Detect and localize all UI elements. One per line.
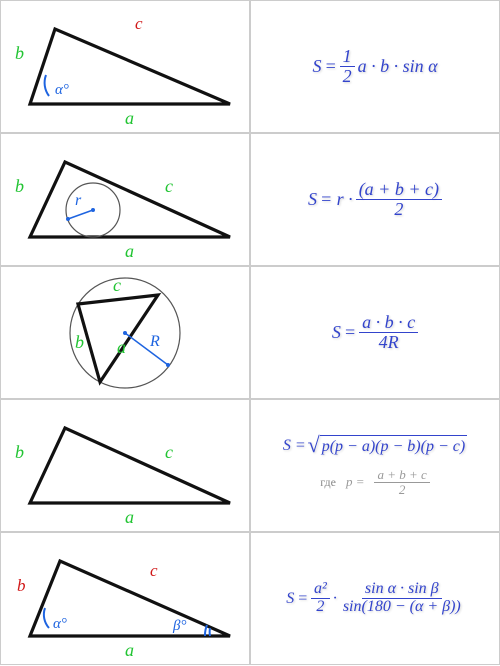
svg-text:c: c bbox=[165, 176, 173, 196]
formula-row3: S = a · b · c 4R bbox=[250, 266, 500, 399]
diagram-row2: b c a r bbox=[0, 133, 250, 266]
formula-table: b c a α° S = 1 2 a · b · sin α b c a r bbox=[0, 0, 500, 665]
frac-abc4r: a · b · c 4R bbox=[359, 313, 418, 352]
formula-3: S = a · b · c 4R bbox=[332, 313, 418, 352]
svg-text:b: b bbox=[17, 576, 26, 595]
formula-rest: a · b · sin α bbox=[358, 56, 438, 77]
svg-text:c: c bbox=[150, 561, 158, 580]
heron-formula: S = √ p(p − a)(p − b)(p − c) bbox=[283, 435, 467, 458]
formula-row5: S = a² 2 · sin α · sin β sin(180 − (α + … bbox=[250, 532, 500, 665]
svg-text:a: a bbox=[125, 507, 134, 527]
formula-1: S = 1 2 a · b · sin α bbox=[312, 47, 437, 86]
triangle-plain-svg: b c a bbox=[5, 403, 245, 528]
diagram-row5: b c a α° β° bbox=[0, 532, 250, 665]
triangle-angle-svg: b c a α° bbox=[5, 4, 245, 129]
svg-text:β°: β° bbox=[172, 618, 186, 634]
diagram-row4: b c a bbox=[0, 399, 250, 532]
formula-2: S = r · (a + b + c) 2 bbox=[308, 180, 442, 219]
diagram-row1: b c a α° bbox=[0, 0, 250, 133]
sym-S: S bbox=[312, 56, 321, 77]
frac-perim: (a + b + c) 2 bbox=[356, 180, 442, 219]
label-b: b bbox=[15, 43, 24, 63]
triangle-circumcircle-svg: c b a R bbox=[5, 268, 245, 398]
frac-half: 1 2 bbox=[340, 47, 355, 86]
svg-text:b: b bbox=[75, 332, 84, 352]
svg-text:R: R bbox=[149, 333, 160, 350]
sym-eq: = bbox=[324, 56, 336, 77]
svg-text:c: c bbox=[165, 442, 173, 462]
svg-text:a: a bbox=[117, 337, 126, 357]
label-c: c bbox=[135, 14, 143, 33]
triangle-incircle-svg: b c a r bbox=[5, 137, 245, 262]
formula-row2: S = r · (a + b + c) 2 bbox=[250, 133, 500, 266]
formula-5: S = a² 2 · sin α · sin β sin(180 − (α + … bbox=[286, 581, 464, 616]
svg-text:b: b bbox=[15, 176, 24, 196]
svg-text:a: a bbox=[125, 640, 134, 660]
triangle-two-angles-svg: b c a α° β° bbox=[5, 536, 245, 661]
svg-text:b: b bbox=[15, 442, 24, 462]
formula-row4: S = √ p(p − a)(p − b)(p − c) где p = a +… bbox=[250, 399, 500, 532]
heron-where: где p = a + b + c 2 bbox=[320, 468, 430, 496]
svg-text:r: r bbox=[75, 192, 82, 209]
svg-text:c: c bbox=[113, 275, 121, 295]
formula-row1: S = 1 2 a · b · sin α bbox=[250, 0, 500, 133]
diagram-row3: c b a R bbox=[0, 266, 250, 399]
svg-text:a: a bbox=[125, 241, 134, 261]
label-alpha: α° bbox=[55, 82, 69, 98]
label-a: a bbox=[125, 108, 134, 128]
svg-text:α°: α° bbox=[53, 616, 67, 632]
